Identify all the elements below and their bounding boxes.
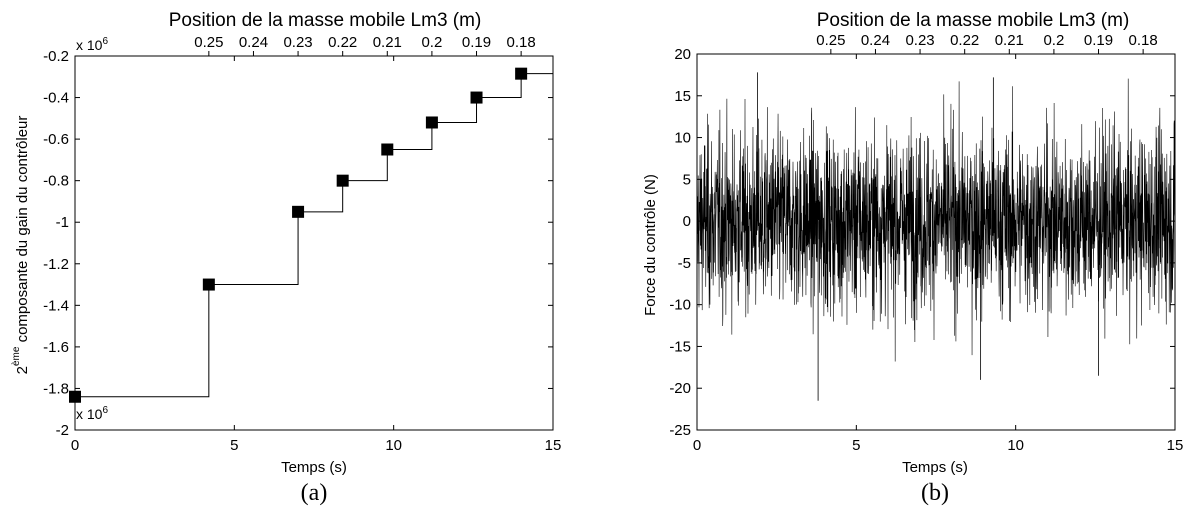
y-tick-label: 0 <box>683 213 691 230</box>
x-tick-label: 5 <box>230 437 238 454</box>
force-signal-line <box>696 78 1176 362</box>
panel-b-caption: (b) <box>921 480 949 506</box>
gain-marker <box>470 91 483 104</box>
y-tick-label: 15 <box>674 88 691 105</box>
y-tick-label: 20 <box>674 46 691 63</box>
top-tick-label: 0.21 <box>373 34 402 51</box>
panel-a-y-axis-label: 2ème composante du gain du contrôleur <box>11 116 31 375</box>
gain-marker <box>202 278 215 291</box>
gain-step-line <box>75 73 553 398</box>
panel-b-top-axis-ticks: 0.25 0.24 0.23 0.22 0.21 0.2 0.19 0.18 <box>816 32 1158 54</box>
panel-b-y-axis-label: Force du contrôle (N) <box>642 174 659 316</box>
top-tick-label: 0.22 <box>328 34 357 51</box>
y-tick-label: -15 <box>669 338 691 355</box>
panel-b-y-axis-ticks: -25 -20 -15 -10 -5 0 5 10 15 20 <box>669 46 1175 439</box>
panel-a-x-axis-ticks: 0 5 10 15 <box>71 56 562 454</box>
panel-b-x-axis-ticks: 0 5 10 15 <box>693 54 1184 454</box>
panel-a-top-axis-title: Position de la masse mobile Lm3 (m) <box>169 10 482 31</box>
panel-b-top-axis-title: Position de la masse mobile Lm3 (m) <box>817 10 1130 31</box>
panel-b-x-axis-label: Temps (s) <box>902 459 968 476</box>
top-tick-label: 0.19 <box>462 34 491 51</box>
top-tick-label: 0.24 <box>861 32 890 49</box>
panel-a: Position de la masse mobile Lm3 (m) 0.25… <box>11 10 561 506</box>
y-tick-label: -1.6 <box>43 339 69 356</box>
top-tick-label: 0.21 <box>995 32 1024 49</box>
gain-marker <box>292 205 305 218</box>
top-tick-label: 0.19 <box>1084 32 1113 49</box>
panel-a-series <box>69 67 553 403</box>
y-tick-label: -0.8 <box>43 173 69 190</box>
panel-a-top-axis-ticks: 0.25 0.24 0.23 0.22 0.21 0.2 0.19 0.18 <box>194 34 536 56</box>
panel-b: Position de la masse mobile Lm3 (m) 0.25… <box>642 10 1183 506</box>
y-tick-label: -20 <box>669 380 691 397</box>
x-tick-label: 15 <box>545 437 562 454</box>
top-tick-label: 0.24 <box>239 34 268 51</box>
x-tick-label: 15 <box>1167 437 1184 454</box>
top-tick-label: 0.25 <box>194 34 223 51</box>
panel-a-caption: (a) <box>301 480 328 506</box>
y-tick-label: -1.8 <box>43 380 69 397</box>
y-tick-label: -5 <box>678 255 691 272</box>
gain-marker <box>425 116 438 129</box>
panel-a-y-axis-ticks: -2 -1.8 -1.6 -1.4 -1.2 -1 -0.8 -0.6 -0.4 -0.2 <box>43 48 553 439</box>
x-tick-label: 0 <box>71 437 79 454</box>
panel-a-plot-frame <box>74 55 554 431</box>
y-tick-label: -10 <box>669 297 691 314</box>
panel-a-x-axis-label: Temps (s) <box>281 459 347 476</box>
y-tick-label: -1 <box>56 214 69 231</box>
y-tick-label: -0.4 <box>43 90 69 107</box>
top-tick-label: 0.22 <box>950 32 979 49</box>
y-tick-label: -1.2 <box>43 256 69 273</box>
y-tick-label: 10 <box>674 130 691 147</box>
y-tick-label: 5 <box>683 171 691 188</box>
top-tick-label: 0.2 <box>421 34 442 51</box>
top-tick-label: 0.23 <box>283 34 312 51</box>
top-tick-label: 0.18 <box>507 34 536 51</box>
y-tick-label: -0.6 <box>43 131 69 148</box>
x-tick-label: 10 <box>1007 437 1024 454</box>
top-tick-label: 0.23 <box>905 32 934 49</box>
y-tick-label: -25 <box>669 422 691 439</box>
panel-b-series <box>696 72 1176 401</box>
x-tick-label: 0 <box>693 437 701 454</box>
y-tick-label: -0.2 <box>43 48 69 65</box>
panel-b-plot-frame <box>696 53 1176 431</box>
x-tick-label: 5 <box>852 437 860 454</box>
top-tick-label: 0.25 <box>816 32 845 49</box>
y-tick-label: -1.4 <box>43 297 69 314</box>
top-tick-label: 0.18 <box>1129 32 1158 49</box>
y-tick-label: -2 <box>56 422 69 439</box>
panel-a-exponent-top: x 106 <box>76 36 108 53</box>
gain-marker <box>336 174 349 187</box>
x-tick-label: 10 <box>385 437 402 454</box>
panel-a-exponent-bottom: x 106 <box>76 405 108 422</box>
gain-marker <box>515 67 528 80</box>
top-tick-label: 0.2 <box>1043 32 1064 49</box>
gain-marker <box>381 143 394 156</box>
